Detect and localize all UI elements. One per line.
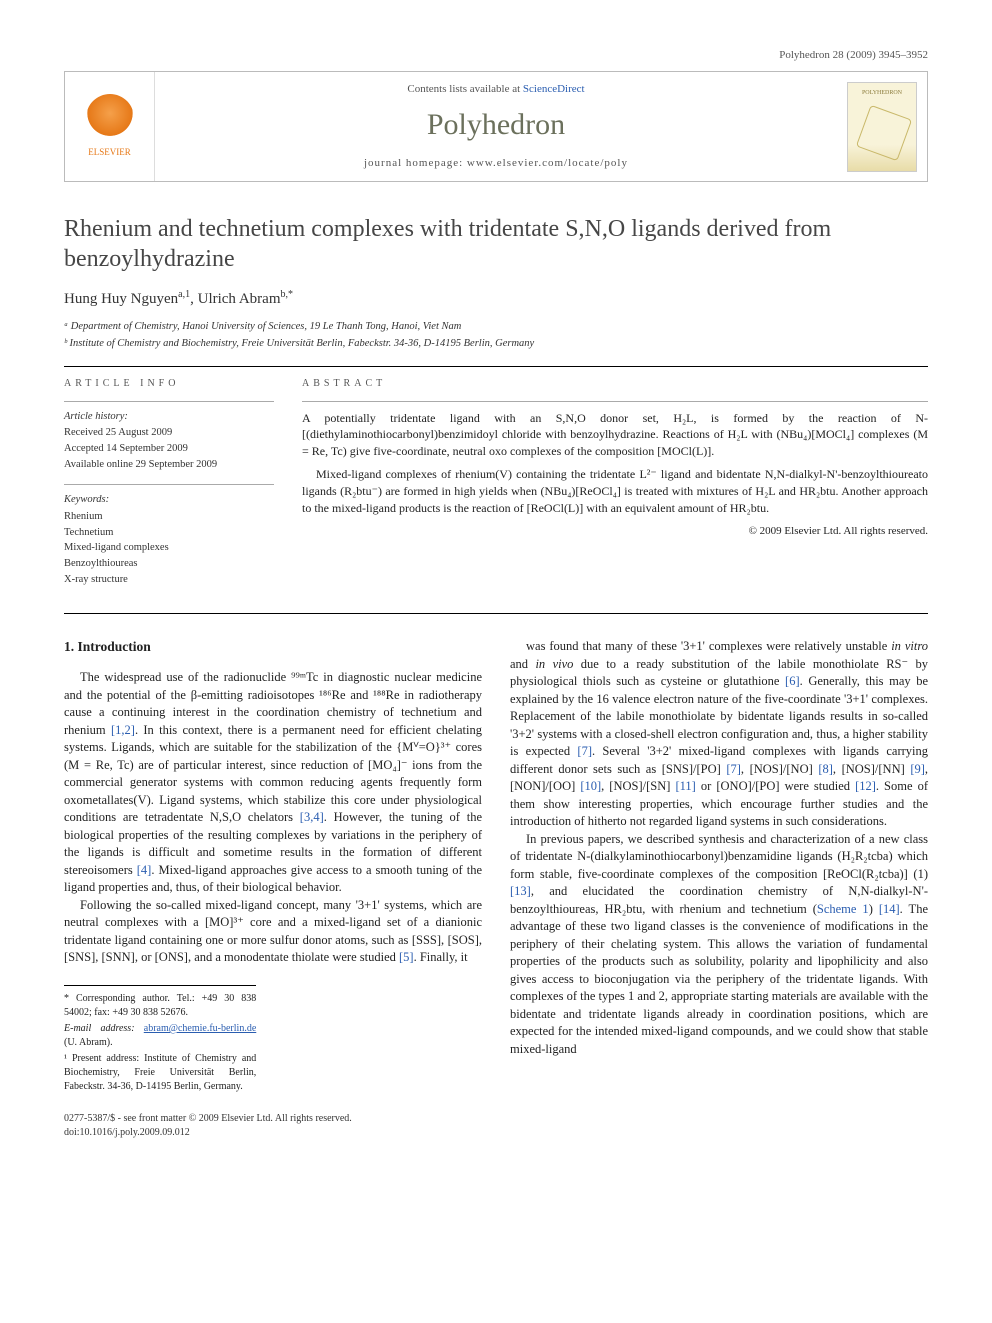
contents-prefix: Contents lists available at: [407, 83, 522, 95]
authors: Hung Huy Nguyena,1, Ulrich Abramb,*: [64, 288, 928, 310]
elsevier-tree-icon: [86, 94, 134, 142]
abstract-column: ABSTRACT A potentially tridentate ligand…: [302, 377, 928, 600]
article-info-label: ARTICLE INFO: [64, 377, 274, 391]
corresponding-author: * Corresponding author. Tel.: +49 30 838…: [64, 992, 256, 1020]
body-text: 1. Introduction The widespread use of th…: [64, 638, 928, 1093]
keyword: Benzoylthioureas: [64, 557, 274, 572]
email-label: E-mail address:: [64, 1023, 144, 1034]
info-rule-2: [64, 484, 274, 485]
homepage-line: journal homepage: www.elsevier.com/locat…: [163, 156, 829, 171]
abstract-label: ABSTRACT: [302, 377, 928, 391]
abstract-p2: Mixed-ligand complexes of rhenium(V) con…: [302, 466, 928, 516]
doi: doi:10.1016/j.poly.2009.09.012: [64, 1126, 352, 1140]
journal-name: Polyhedron: [163, 104, 829, 146]
article-title: Rhenium and technetium complexes with tr…: [64, 214, 928, 274]
header-center: Contents lists available at ScienceDirec…: [155, 72, 837, 181]
email-suffix: (U. Abram).: [64, 1037, 113, 1048]
abstract-text: A potentially tridentate ligand with an …: [302, 410, 928, 517]
affiliation-b: ᵇ Institute of Chemistry and Biochemistr…: [64, 337, 928, 352]
front-matter: 0277-5387/$ - see front matter © 2009 El…: [64, 1112, 352, 1126]
footnotes: * Corresponding author. Tel.: +49 30 838…: [64, 985, 256, 1094]
info-rule: [64, 401, 274, 402]
history-received: Received 25 August 2009: [64, 426, 274, 441]
history-accepted: Accepted 14 September 2009: [64, 442, 274, 457]
body-p3: was found that many of these '3+1' compl…: [510, 638, 928, 831]
article-history: Article history: Received 25 August 2009…: [64, 410, 274, 473]
keyword: Rhenium: [64, 510, 274, 525]
history-online: Available online 29 September 2009: [64, 458, 274, 473]
rule-bottom: [64, 613, 928, 614]
keyword: Technetium: [64, 526, 274, 541]
keyword: X-ray structure: [64, 573, 274, 588]
keyword: Mixed-ligand complexes: [64, 541, 274, 556]
body-p4: In previous papers, we described synthes…: [510, 831, 928, 1059]
publisher-label: ELSEVIER: [86, 146, 134, 159]
homepage-prefix: journal homepage:: [364, 157, 467, 169]
sciencedirect-link[interactable]: ScienceDirect: [523, 83, 585, 95]
email-line: E-mail address: abram@chemie.fu-berlin.d…: [64, 1022, 256, 1050]
keywords-header: Keywords:: [64, 493, 274, 508]
journal-header: ELSEVIER Contents lists available at Sci…: [64, 71, 928, 182]
history-header: Article history:: [64, 410, 274, 425]
email-link[interactable]: abram@chemie.fu-berlin.de: [144, 1023, 257, 1034]
cover-cell: POLYHEDRON: [837, 72, 927, 181]
affiliations: ᵃ Department of Chemistry, Hanoi Univers…: [64, 320, 928, 351]
body-p2: Following the so-called mixed-ligand con…: [64, 897, 482, 967]
contents-line: Contents lists available at ScienceDirec…: [163, 82, 829, 97]
rule-top: [64, 366, 928, 367]
journal-reference: Polyhedron 28 (2009) 3945–3952: [64, 48, 928, 63]
journal-cover-thumb[interactable]: POLYHEDRON: [847, 82, 917, 172]
abstract-copyright: © 2009 Elsevier Ltd. All rights reserved…: [302, 524, 928, 539]
section-1-heading: 1. Introduction: [64, 638, 482, 657]
affiliation-a: ᵃ Department of Chemistry, Hanoi Univers…: [64, 320, 928, 335]
keywords-block: Keywords: Rhenium Technetium Mixed-ligan…: [64, 493, 274, 587]
elsevier-logo[interactable]: ELSEVIER: [86, 94, 134, 159]
present-address: ¹ Present address: Institute of Chemistr…: [64, 1052, 256, 1094]
footer: 0277-5387/$ - see front matter © 2009 El…: [64, 1112, 928, 1140]
abstract-rule: [302, 401, 928, 402]
homepage-url[interactable]: www.elsevier.com/locate/poly: [467, 157, 628, 169]
body-p1: The widespread use of the radionuclide ⁹…: [64, 669, 482, 897]
article-info-column: ARTICLE INFO Article history: Received 2…: [64, 377, 274, 600]
abstract-p1: A potentially tridentate ligand with an …: [302, 410, 928, 460]
publisher-logo-cell: ELSEVIER: [65, 72, 155, 181]
